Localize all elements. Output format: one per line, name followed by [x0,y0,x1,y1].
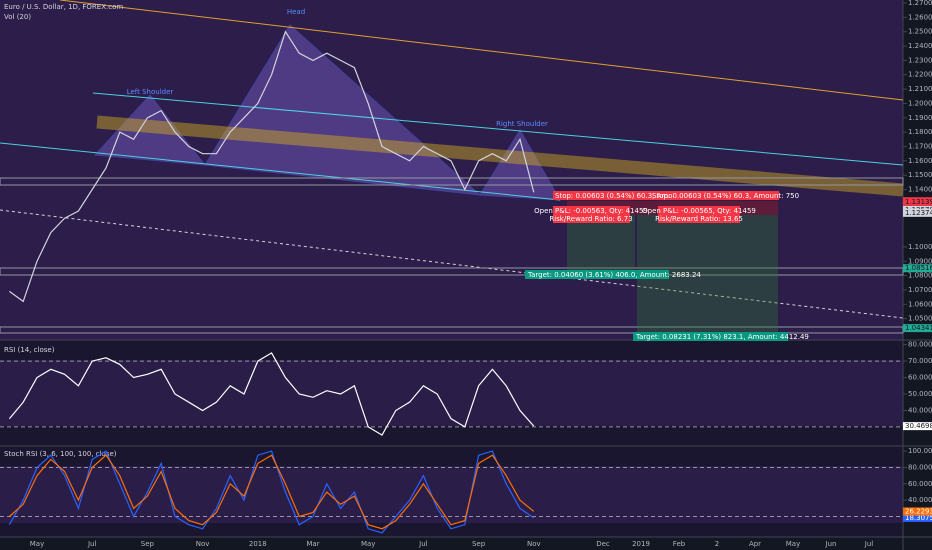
pnl-bg [658,206,740,223]
last-value-tag [903,513,932,522]
y-tick-label: 1.19000 [908,114,932,122]
target-label: Target: 0.08231 (7.31%) 823.1, Amount: 4… [635,333,809,341]
y-tick-label: 1.18000 [908,128,932,136]
target-bg [525,270,669,279]
x-tick-label: 2 [715,540,719,548]
y-tick-label: 1.21000 [908,85,932,93]
x-tick-label: Nov [527,540,541,548]
price-tag [903,208,932,217]
series-line [9,30,535,303]
y-tick-label: 1.15000 [908,171,932,179]
y-tick-label: 100.0000 [908,447,932,455]
y-tick-label: 80.00000 [908,463,932,471]
stoch-band [0,466,903,523]
y-tick-label: 60.00000 [908,480,932,488]
y-tick-label: 1.17000 [908,142,932,150]
price-tag [903,264,932,273]
y-tick-label: 40.00000 [908,496,932,504]
stop-label-bg [553,191,779,200]
x-tick-label: Jul [864,540,874,548]
y-tick-label: 1.05000 [908,315,932,323]
price-shade [0,0,903,340]
trendline [59,0,904,101]
series-line [9,454,535,530]
y-tick-label: 1.27000 [908,0,932,7]
y-tick-label: 1.09000 [908,257,932,265]
dashed-line [0,209,904,319]
left-shoulder [93,94,207,166]
ratio-label: Risk/Reward Ratio: 13.65 [655,215,743,223]
x-tick-label: Nov [196,540,210,548]
rsi-band [0,360,903,426]
last-value-label: 18.3075 [905,514,932,522]
last-value-tag [903,422,932,431]
y-tick-label: 40.00000 [908,406,932,414]
stop-label: Stop: 0.00603 (0.54%) 60.3, Amo [555,192,673,200]
y-tick-label: 1.25000 [908,28,932,36]
last-value-label: 26.2293 [905,507,932,515]
price-tag-label: 1.04341 [905,324,932,332]
y-tick-label: 60.00000 [908,374,932,382]
stop-label: Stop: 0.00603 (0.54%) 60.3, Amount: 750 [652,192,799,200]
pnl-label: Open P&L: -0.00563, Qty: 41459 [534,207,648,215]
chart-subtitle: Vol (20) [4,13,31,21]
yellow-band [96,115,904,197]
y-tick-label: 1.26000 [908,13,932,21]
x-tick-label: Jun [825,540,837,548]
y-tick-label: 1.06000 [908,300,932,308]
x-tick-label: Dec [596,540,610,548]
y-tick-label: 1.20000 [908,99,932,107]
price-tag-label: 1.12374 [905,209,932,217]
x-tick-label: Jul [87,540,97,548]
x-tick-label: Feb [673,540,686,548]
x-tick-label: May [786,540,800,548]
x-tick-label: May [361,540,375,548]
head-label: Head [287,8,305,16]
x-tick-label: Mar [306,540,319,548]
y-tick-label: 1.22000 [908,71,932,79]
channel-upper [92,92,904,166]
pnl-bg [553,206,630,223]
x-tick-label: 2018 [249,540,267,548]
chart-title: Euro / U.S. Dollar, 1D, FOREX.com [4,3,123,11]
y-tick-label: 1.23000 [908,56,932,64]
y-tick-label: 1.07000 [908,286,932,294]
price-tag [903,197,932,206]
stoch-title: Stoch RSI (3, 6, 100, 100, close) [4,450,117,458]
x-tick-label: Sep [141,540,155,548]
last-value-tag [903,507,932,516]
y-tick-label: 1.24000 [908,42,932,50]
y-tick-label: 70.00000 [908,357,932,365]
y-tick-label: 1.14000 [908,186,932,194]
target-bg [633,332,788,341]
y-tick-label: 1.16000 [908,157,932,165]
x-tick-label: Apr [749,540,761,548]
x-tick-label: 2019 [632,540,650,548]
ratio-label: Risk/Reward Ratio: 6.73 [549,215,632,223]
y-tick-label: 50.00000 [908,390,932,398]
right-shoulder-label: Right Shoulder [496,120,548,128]
target-label: Target: 0.04060 (3.61%) 406.0, Amount: 2… [527,271,701,279]
target-zone [567,215,635,272]
series-line [8,352,535,436]
channel-lower [0,142,561,201]
price-tag-label: 1.13139 [905,198,932,206]
y-tick-label: 1.10000 [908,243,932,251]
rsi-title: RSI (14, close) [4,346,55,354]
price-tag [903,324,932,333]
last-value-label: 30.4698 [905,422,932,430]
x-tick-label: Jul [418,540,428,548]
series-line [8,450,535,534]
x-tick-label: Sep [472,540,486,548]
y-tick-label: 80.00000 [908,341,932,349]
y-tick-label: 1.08000 [908,272,932,280]
left-shoulder-label: Left Shoulder [127,88,174,96]
right-shoulder [479,129,561,201]
price-tag-label: 1.08516 [905,264,932,272]
x-tick-label: May [30,540,44,548]
pnl-label: Open P&L: -0.00565, Qty: 41459 [642,207,756,215]
hline-box [0,177,904,186]
